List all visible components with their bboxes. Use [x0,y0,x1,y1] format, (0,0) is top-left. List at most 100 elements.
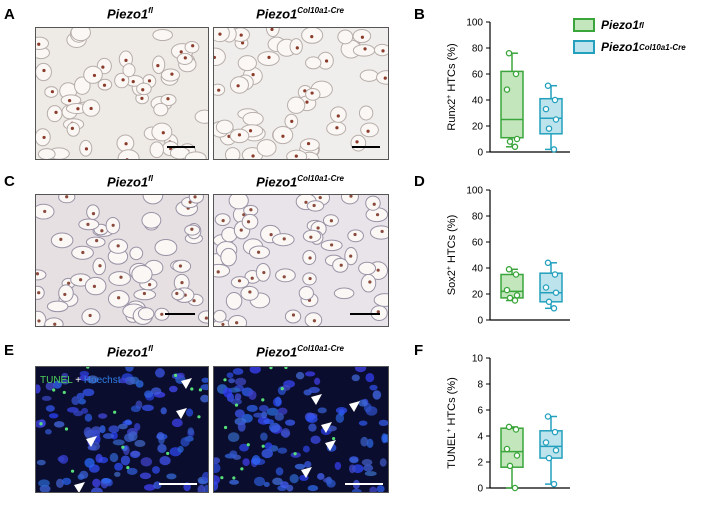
stained-nucleus [283,237,286,240]
nucleus [79,471,88,479]
data-point [504,288,509,293]
nucleus [144,390,153,397]
title-sup: Col10a1-Cre [297,344,344,353]
stain-legend: TUNEL + Hoechst [40,375,121,386]
nucleus [177,446,183,453]
data-point [545,414,550,419]
stained-nucleus [37,43,40,46]
nucleus [242,458,249,466]
chondrocyte [216,120,233,134]
y-tick-label: 60 [472,70,484,81]
data-point [546,126,551,131]
stained-nucleus [54,111,57,114]
nucleus [62,478,71,485]
nucleus [260,432,268,440]
panel-a-right-title: Piezo1Col10a1-Cre [225,6,375,21]
nucleus [101,478,111,484]
nucleus [235,409,245,417]
y-tick-label: 80 [472,212,484,223]
stained-nucleus [143,292,146,295]
micrograph-a-cko [213,27,389,160]
stained-nucleus [290,120,293,123]
nucleus [131,405,141,412]
nucleus [365,373,374,382]
y-tick-label: 8 [477,380,483,391]
stained-nucleus [248,290,251,293]
nucleus [336,407,347,414]
stained-nucleus [148,79,151,82]
stained-nucleus [37,319,40,322]
stained-nucleus [170,73,173,76]
nucleus [214,457,220,464]
nucleus [262,449,273,458]
stained-nucleus [251,277,254,280]
stained-nucleus [65,195,68,198]
nucleus [140,472,151,479]
tunel-signal [281,387,284,390]
tunel-signal [269,367,272,369]
nucleus [227,372,234,378]
nucleus [121,455,130,465]
stained-nucleus [340,264,343,267]
chondrocyte [228,315,246,326]
nucleus [308,424,316,432]
nucleus [250,367,261,374]
stained-nucleus [180,281,183,284]
y-tick-label: 6 [477,406,483,417]
stained-nucleus [296,46,299,49]
stained-nucleus [247,220,250,223]
stained-nucleus [103,84,106,87]
nucleus [45,429,52,434]
tunel-signal [166,452,169,455]
nucleus [198,485,206,492]
data-point [513,272,518,277]
nucleus [285,420,295,426]
data-point [506,51,511,56]
chondrocyte [361,274,375,292]
data-point [507,139,512,144]
nucleus [377,485,385,492]
data-point [504,87,509,92]
stained-nucleus [193,195,196,198]
chondrocyte [152,123,172,141]
nucleus [54,421,65,427]
data-point [543,107,548,112]
scale-bar-a-right [352,146,380,148]
nucleus [228,432,239,442]
stained-nucleus [100,229,103,232]
legend-label-base: Piezo1 [601,18,639,32]
stained-nucleus [93,74,96,77]
y-tick-label: 0 [477,316,483,327]
data-point [551,482,556,487]
data-point [513,71,518,76]
nucleus [253,413,263,418]
data-point [552,430,557,435]
title-base: Piezo1 [256,344,297,359]
nucleus [141,457,152,466]
stained-nucleus [43,210,46,213]
stained-nucleus [79,278,82,281]
stained-nucleus [191,44,194,47]
stained-nucleus [184,56,187,59]
data-point [513,427,518,432]
chondrocyte [71,28,90,41]
chondrocyte [238,56,256,71]
tunel-signal [121,446,124,449]
chondrocyte [257,140,276,157]
tunel-signal [232,476,235,479]
title-base: Piezo1 [256,6,297,21]
stained-nucleus [309,236,312,239]
nucleus [310,436,320,445]
y-tick-label: 0 [477,148,483,159]
data-point [553,448,558,453]
data-point [506,424,511,429]
stained-nucleus [86,223,89,226]
chondrocyte [374,44,388,55]
nucleus [214,463,220,473]
stained-nucleus [238,133,241,136]
data-point [512,485,517,490]
stained-nucleus [249,208,252,211]
nucleus [276,467,284,475]
